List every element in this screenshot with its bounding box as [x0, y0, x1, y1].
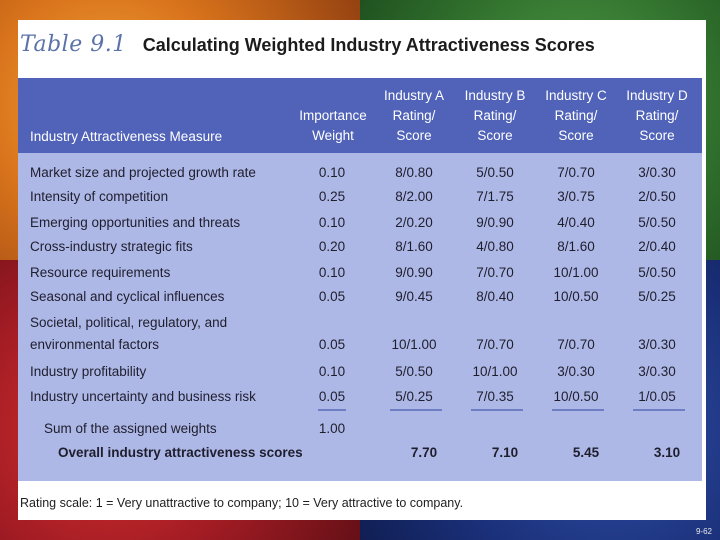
underline-industry-d — [633, 409, 685, 411]
table-row: Market size and projected growth rate 0.… — [30, 165, 676, 180]
underline-industry-b — [471, 409, 523, 411]
table-number: Table 9.1 — [20, 32, 127, 57]
header-industry-b: Industry B Rating/ Score — [464, 88, 526, 143]
table-title-row: Table 9.1 Calculating Weighted Industry … — [20, 32, 595, 68]
table-row: Intensity of competition 0.25 8/2.00 7/1… — [30, 189, 676, 204]
table-row: Industry uncertainty and business risk 0… — [30, 389, 676, 404]
table-row: Industry profitability 0.10 5/0.50 10/1.… — [30, 364, 676, 379]
slide-panel: Table 9.1 Calculating Weighted Industry … — [18, 20, 706, 520]
table-row: Cross-industry strategic fits 0.20 8/1.6… — [30, 239, 676, 254]
header-measure: Industry Attractiveness Measure — [30, 129, 223, 144]
rating-scale-footnote: Rating scale: 1 = Very unattractive to c… — [20, 496, 464, 510]
slide-number: 9-62 — [695, 527, 712, 536]
table-title: Calculating Weighted Industry Attractive… — [142, 35, 595, 55]
table-row: Emerging opportunities and threats 0.10 … — [30, 215, 676, 230]
underline-weight — [318, 409, 346, 411]
underline-industry-a — [390, 409, 442, 411]
table-row: Seasonal and cyclical influences 0.05 9/… — [30, 289, 676, 304]
header-weight: Importance Weight — [299, 108, 367, 143]
table-row: Resource requirements 0.10 9/0.90 7/0.70… — [30, 265, 676, 280]
sum-row: Sum of the assigned weights 1.00 — [44, 421, 346, 436]
weighted-scores-table: Industry Attractiveness Measure Importan… — [18, 78, 702, 481]
overall-row: Overall industry attractiveness scores 7… — [58, 445, 681, 460]
header-industry-c: Industry C Rating/ Score — [545, 88, 607, 143]
table-row: Societal, political, regulatory, and env… — [30, 315, 676, 352]
underline-industry-c — [552, 409, 604, 411]
header-industry-d: Industry D Rating/ Score — [626, 88, 688, 143]
table-header: Industry Attractiveness Measure Importan… — [18, 78, 702, 153]
header-industry-a: Industry A Rating/ Score — [383, 88, 445, 143]
